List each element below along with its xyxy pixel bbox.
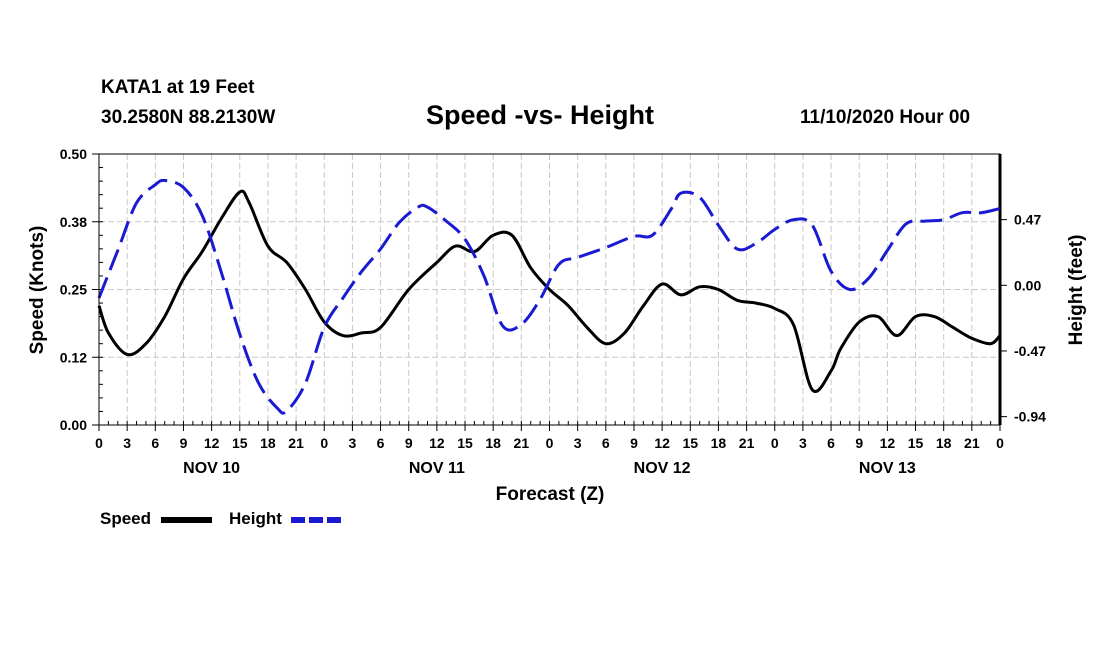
y-tick-label-right: 0.00 [1014, 277, 1041, 293]
x-tick-label: 12 [204, 435, 220, 451]
y-tick-label-left: 0.00 [60, 417, 87, 433]
series-line-height [97, 178, 1001, 415]
axis-labels: 0 3 6 9 12 15 18 21 0 3 6 9 12 15 18 21 0 3 6 9 12 15 18 21 0 3 6 9… [60, 146, 1046, 477]
x-day-label: NOV 10 [183, 460, 240, 477]
x-tick-label: 12 [880, 435, 896, 451]
x-tick-label: 6 [602, 435, 610, 451]
plot-frame [98, 153, 1001, 426]
x-day-label: NOV 13 [859, 460, 916, 477]
x-tick-label: 15 [232, 435, 248, 451]
x-tick-label: 9 [630, 435, 638, 451]
station-label: KATA1 at 19 Feet [101, 77, 255, 98]
x-tick-label: 3 [574, 435, 582, 451]
x-tick-label: 6 [827, 435, 835, 451]
x-tick-label: 12 [654, 435, 670, 451]
y-tick-label-left: 0.25 [60, 282, 87, 298]
x-day-label: NOV 12 [634, 460, 691, 477]
y-axis-label-left: Speed (Knots) [27, 226, 48, 355]
x-tick-label: 6 [151, 435, 159, 451]
y-tick-label-right: -0.47 [1014, 343, 1046, 359]
x-tick-label: 15 [682, 435, 698, 451]
y-tick-label-left: 0.50 [60, 146, 87, 162]
x-tick-label: 15 [457, 435, 473, 451]
x-day-label: NOV 11 [409, 460, 465, 477]
legend-height-label: Height [229, 509, 282, 528]
x-tick-label: 0 [996, 435, 1004, 451]
legend: Speed Height [100, 509, 342, 528]
x-tick-label: 18 [936, 435, 952, 451]
x-tick-label: 0 [546, 435, 554, 451]
x-tick-label: 9 [405, 435, 413, 451]
station-coordinates: 30.2580N 88.2130W [101, 107, 276, 128]
x-tick-label: 18 [711, 435, 727, 451]
y-tick-label-left: 0.38 [60, 214, 87, 230]
chart-title: Speed -vs- Height [426, 100, 655, 130]
x-tick-label: 21 [964, 435, 980, 451]
y-tick-label-left: 0.12 [60, 349, 87, 365]
grid-lines [99, 154, 1000, 425]
forecast-date: 11/10/2020 Hour 00 [800, 107, 971, 128]
x-tick-label: 21 [288, 435, 304, 451]
x-tick-label: 18 [260, 435, 276, 451]
x-axis-label: Forecast (Z) [496, 484, 605, 505]
x-tick-label: 9 [855, 435, 863, 451]
series-layer [97, 178, 1002, 415]
x-tick-label: 12 [429, 435, 445, 451]
y-tick-label-right: 0.47 [1014, 212, 1041, 228]
x-tick-label: 21 [739, 435, 755, 451]
legend-speed-label: Speed [100, 509, 151, 528]
x-tick-label: 3 [799, 435, 807, 451]
y-axis-label-right: Height (feet) [1066, 235, 1087, 346]
x-tick-label: 6 [377, 435, 385, 451]
x-tick-label: 21 [514, 435, 530, 451]
x-tick-label: 15 [908, 435, 924, 451]
x-tick-label: 3 [123, 435, 131, 451]
x-tick-label: 0 [95, 435, 103, 451]
x-tick-label: 3 [349, 435, 357, 451]
x-tick-label: 18 [485, 435, 501, 451]
x-tick-label: 0 [771, 435, 779, 451]
y-tick-label-right: -0.94 [1014, 409, 1046, 425]
series-line-speed [97, 189, 1002, 393]
x-tick-label: 9 [180, 435, 188, 451]
x-tick-label: 0 [320, 435, 328, 451]
